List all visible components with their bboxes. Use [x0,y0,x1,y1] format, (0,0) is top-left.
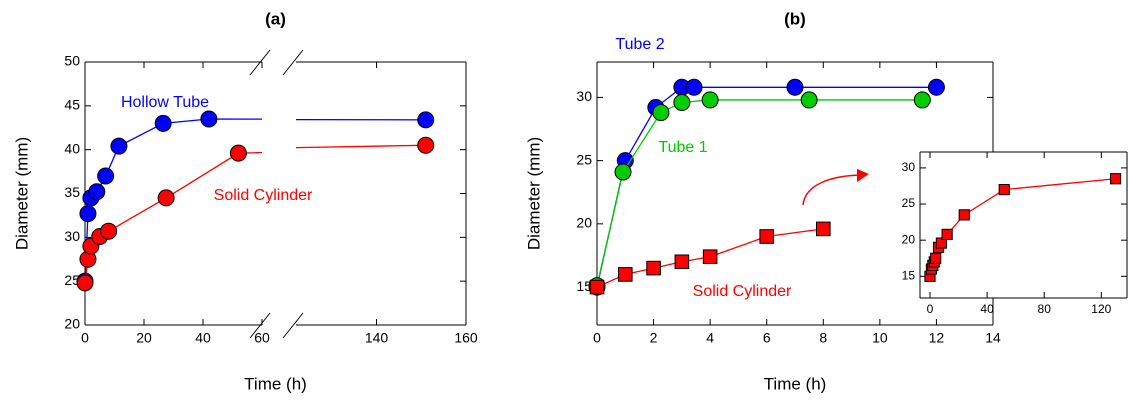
marker [941,228,953,240]
series-label: Tube 1 [658,139,707,156]
marker [100,222,118,240]
marker [617,267,633,282]
x-tick-label: 0 [81,330,89,346]
series-label: Solid Cylinder [693,283,792,300]
marker [935,237,948,249]
marker [154,114,172,132]
series-line [85,151,262,284]
marker [998,183,1010,196]
chart-title: (b) [784,9,806,28]
y-tick-label: 20 [902,232,916,246]
series-line [597,99,923,286]
y-tick-label: 30 [64,228,80,244]
y-tick-label: 25 [902,196,916,210]
marker [88,183,106,201]
x-tick-label: 20 [136,330,152,346]
marker [701,91,719,109]
y-tick-label: 30 [902,160,916,174]
marker [786,78,804,96]
y-tick-label: 25 [64,272,80,288]
y-tick-label: 20 [64,316,80,332]
marker [673,93,691,111]
marker [958,209,970,221]
x-tick-label: 40 [980,302,994,316]
x-tick-label: 6 [763,330,771,346]
marker [200,110,218,128]
marker [614,163,632,181]
marker [800,91,818,109]
marker [930,252,942,264]
chart-title: (a) [265,9,286,28]
x-tick-label: 2 [650,330,658,346]
marker [79,205,97,223]
series-line [296,144,426,149]
x-tick-label: 120 [1091,302,1111,316]
x-tick-label: 12 [929,330,945,346]
series-label: Tube 2 [615,36,664,53]
marker [652,104,670,122]
x-axis-label: Time (h) [244,374,307,393]
x-axis-label: Time (h) [764,374,827,393]
y-tick-label: 50 [64,53,80,69]
y-tick-label: 40 [64,140,80,156]
marker [157,189,175,207]
y-axis-label: Diameter (mm) [12,137,31,250]
y-tick-label: 45 [64,97,80,113]
y-tick-label: 25 [576,151,592,167]
x-tick-label: 14 [985,330,1001,346]
marker [759,229,775,244]
y-tick-label: 20 [576,215,592,231]
y-tick-label: 30 [576,88,592,104]
marker [815,221,831,237]
series-label: Solid Cylinder [214,187,313,204]
arrow-head [857,169,869,182]
x-tick-label: 160 [454,330,478,346]
y-tick-label: 15 [902,268,916,282]
x-tick-label: 10 [872,330,888,346]
marker [702,249,718,265]
series-label: Hollow Tube [121,94,209,111]
y-tick-label: 35 [64,184,80,200]
marker [417,111,435,129]
marker [927,78,945,96]
inset-background [920,152,1127,298]
y-axis-label: Diameter (mm) [524,137,543,250]
x-tick-label: 60 [254,330,270,346]
marker [76,274,94,292]
x-tick-label: 40 [195,330,211,346]
marker [97,167,115,185]
y-tick-label: 15 [576,278,592,294]
x-tick-label: 0 [593,330,601,346]
x-tick-label: 0 [927,302,934,316]
x-tick-label: 4 [706,330,714,346]
marker [229,144,247,162]
marker [913,91,931,109]
arrow [802,174,866,206]
marker [110,137,128,155]
x-tick-label: 8 [819,330,827,346]
marker [1109,173,1122,185]
marker [589,279,605,295]
series-line [597,86,937,288]
x-tick-label: 140 [365,330,389,346]
marker [674,254,690,270]
marker [646,260,661,276]
marker [685,78,703,96]
x-tick-label: 80 [1038,302,1052,316]
marker [417,136,435,154]
